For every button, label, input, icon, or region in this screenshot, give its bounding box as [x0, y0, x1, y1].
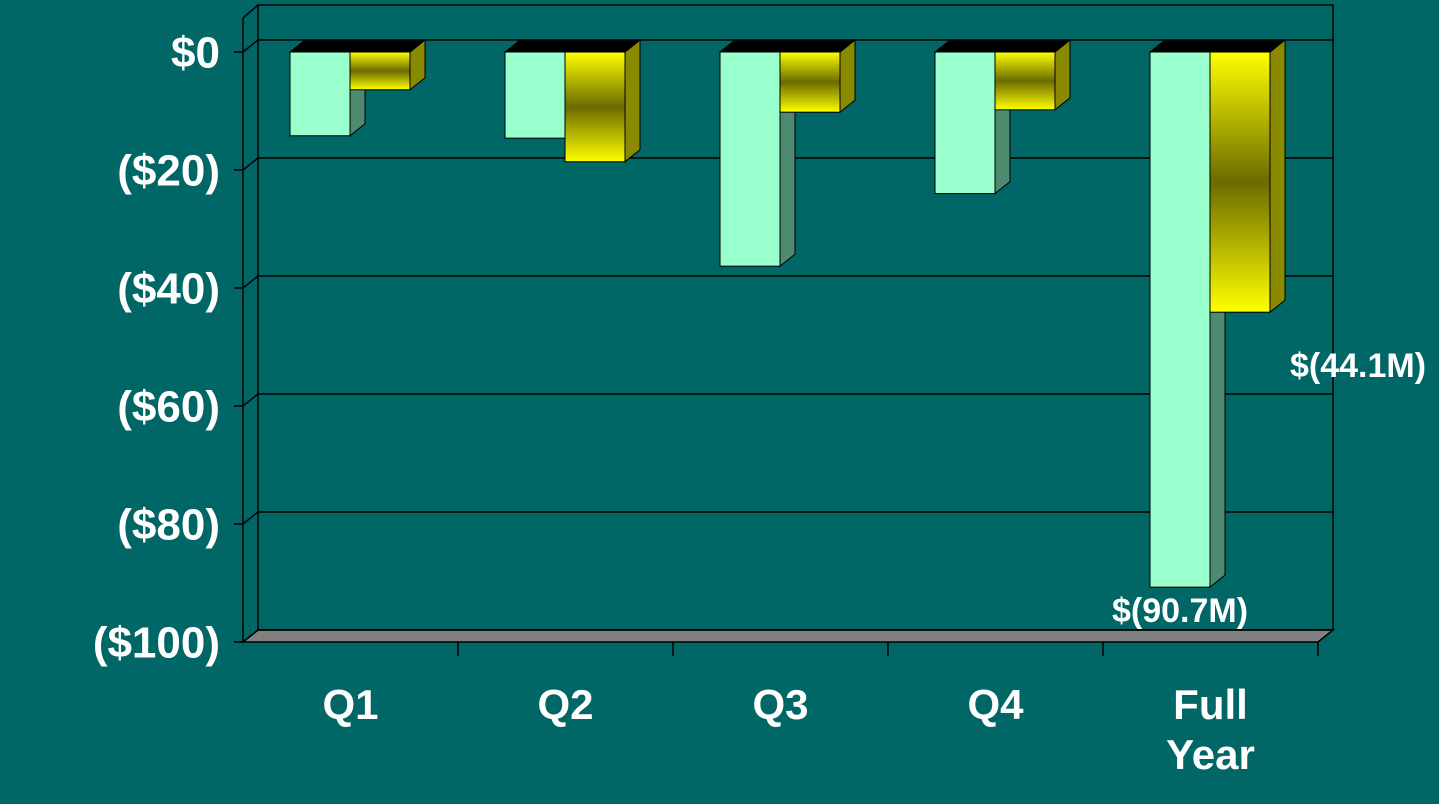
x-tick-label: Q3 — [752, 681, 809, 728]
bar — [564, 51, 626, 163]
x-tick-label: Q1 — [322, 681, 379, 728]
grid-line-side — [242, 511, 259, 525]
bar — [719, 51, 781, 267]
y-tick-label: ($40) — [117, 265, 220, 314]
data-label: $(44.1M) — [1290, 347, 1426, 385]
y-tick-label: ($100) — [93, 619, 220, 668]
bar-side — [624, 38, 641, 163]
bar — [1209, 51, 1271, 313]
grid-line-side — [242, 39, 259, 53]
grid-line-side — [242, 393, 259, 407]
bar — [289, 51, 351, 137]
grid-line-side — [242, 157, 259, 171]
bar-side — [1269, 38, 1286, 314]
wall-edge — [242, 4, 259, 19]
floor — [240, 629, 1336, 643]
x-tick-label: Q4 — [967, 681, 1024, 728]
data-label: $(90.7M) — [1112, 592, 1248, 630]
x-tick-label: Q2 — [537, 681, 594, 728]
grid-line-side — [242, 629, 259, 643]
bar — [504, 51, 566, 139]
bar — [779, 51, 841, 113]
y-tick-label: ($20) — [117, 147, 220, 196]
bar — [1149, 51, 1211, 588]
bar — [934, 51, 996, 195]
y-tick-label: ($80) — [117, 501, 220, 550]
x-tick-label: Full Year — [1166, 681, 1255, 778]
bar — [349, 51, 411, 91]
y-tick-label: ($60) — [117, 383, 220, 432]
bar — [994, 51, 1056, 111]
grid-line-side — [242, 275, 259, 289]
y-tick-label: $0 — [171, 29, 220, 78]
